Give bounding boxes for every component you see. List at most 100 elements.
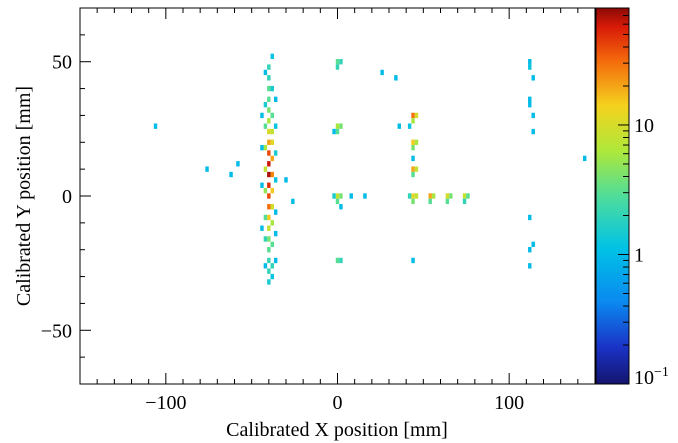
y-tick-label: 0 [62,186,72,208]
heatmap-bin [270,187,274,194]
heatmap-bin [414,139,419,145]
heatmap-bin [267,225,271,231]
heatmap-bin [263,144,268,151]
heatmap-bin [531,75,535,81]
x-axis-title: Calibrated X position [mm] [226,419,448,441]
heatmap-bin [236,161,240,167]
heatmap-bin [260,112,264,119]
heatmap-bin [267,96,271,102]
heatmap-bin [270,171,274,178]
heatmap-bin [339,204,343,210]
x-tick-label: −100 [145,392,186,414]
heatmap-bin [335,193,340,199]
heatmap-bin [291,198,295,205]
x-tick-label: 100 [494,392,524,414]
heatmap-bin [270,139,274,145]
heatmap-bin [267,193,271,199]
x-axis-ticks: −100 0 100 [79,8,596,414]
heatmap-bin [528,102,532,108]
x-tick-label: 0 [333,392,343,414]
heatmap-bin [260,144,264,151]
heatmap-bin [528,263,532,269]
heatmap-bin [428,193,432,199]
heatmap-bin [270,53,274,60]
heatmap-bin [270,155,274,162]
colorbar-tick-label: 10 [634,115,654,137]
heatmap-bin [335,64,340,70]
heatmap-bin [267,85,271,92]
colorbar-tick-label: 10−1 [634,365,669,389]
heatmap-bin [397,123,402,129]
heatmap-bin [229,171,233,178]
y-tick-label: 50 [52,52,72,74]
heatmap-bin [273,257,278,264]
heatmap-bin [270,220,274,226]
heatmap-bin [267,182,271,188]
heatmap-bin [153,123,158,129]
heatmap-bin [267,161,271,167]
heatmap-bin [270,241,274,248]
heatmap-bin [335,198,340,205]
heatmap-bin [531,128,535,135]
heatmap-bin [273,177,278,183]
heatmap-bins [153,53,587,285]
heatmap-bin [260,225,264,231]
heatmap-bin [263,102,268,108]
colorbar [595,7,630,385]
heatmap-bin [414,166,419,172]
heatmap-bin [414,193,419,199]
heatmap-bin [273,209,278,215]
heatmap-bin [270,112,274,119]
y-axis-title: Calibrated Y position [mm] [13,86,35,306]
heatmap-bin [267,150,271,156]
heatmap-bin [332,193,336,199]
heatmap-bin [267,279,271,285]
heatmap-bin [267,268,271,274]
heatmap-bin [335,257,340,264]
heatmap-bin [428,198,432,205]
heatmap-bin [394,75,398,81]
heatmap-bin [267,128,271,135]
heatmap-bin [411,171,415,178]
heatmap-bin [267,139,271,145]
colorbar-tick-label: 1 [634,244,644,266]
heatmap-bin [263,69,268,76]
heatmap-bin [445,198,450,205]
heatmap-bin [267,236,271,242]
heatmap-bin [335,123,340,129]
heatmap-bin [205,166,209,172]
heatmap-bin [462,198,467,205]
heatmap-bin [273,123,278,129]
heatmap-bin [273,230,278,237]
heatmap-bin [270,85,274,92]
heatmap-bin [531,112,535,119]
heatmap-bin [263,123,268,129]
heatmap-bin [267,64,271,70]
y-axis-ticks: −50 0 50 [41,7,91,385]
heatmap-bin [267,247,271,253]
heatmap-bin [528,96,532,102]
heatmap-bin [466,193,470,199]
heatmap-bin [380,69,384,76]
heatmap-bin [267,171,271,178]
heatmap-bin [339,193,343,199]
heatmap-bin [267,214,271,221]
heatmap-bin [263,166,268,172]
heatmap-bin [414,112,419,119]
heatmap-bin [528,214,532,221]
heatmap-bin [363,193,367,199]
heatmap-bin [270,273,274,280]
y-tick-label: −50 [41,320,72,342]
heatmap-bin [431,193,436,199]
heatmap-bin [267,107,271,113]
heatmap-bin [411,166,415,172]
heatmap-bin [267,75,271,81]
heatmap-bin [449,193,453,199]
heatmap-bin [335,59,340,65]
heatmap-bin [263,236,268,242]
heatmap-bin [273,150,278,156]
heatmap-bin [339,59,343,65]
heatmap-bin [267,204,271,210]
heatmap-bin [260,182,264,188]
